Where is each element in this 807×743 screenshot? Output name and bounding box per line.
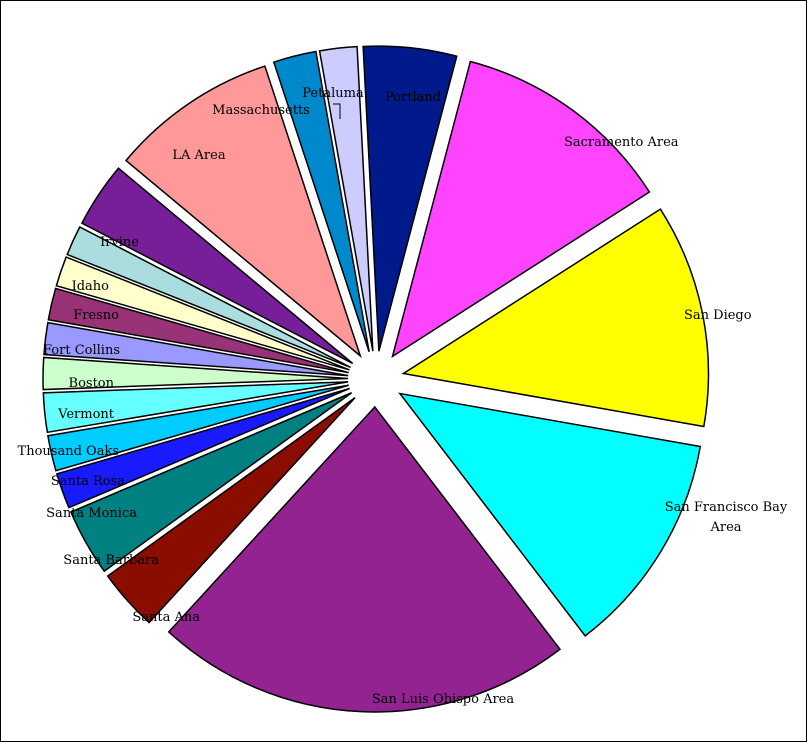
slice-label-sacramento-area: Sacramento Area (564, 135, 679, 150)
pie-slice-sacramento-area (391, 60, 651, 359)
slice-label-san-francisco-bay-area: San Francisco Bay Area (665, 500, 788, 535)
pie-slice-massachusetts (272, 50, 370, 353)
slice-label-santa-rosa: Santa Rosa (51, 474, 125, 489)
pie-slice-thousand-oaks (42, 381, 349, 434)
pie-slice-santa-barbara (69, 392, 353, 573)
pie-slice-irvine (80, 167, 354, 365)
slice-label-petaluma: Petaluma (302, 86, 364, 101)
pie-slice-fort-collins (47, 287, 349, 374)
slice-label-boston: Boston (69, 376, 115, 391)
slice-label-massachusetts: Massachusetts (212, 103, 310, 118)
pie-slice-petaluma (318, 45, 374, 352)
slice-label-santa-barbara: Santa Barbara (63, 553, 159, 568)
pie-slice-san-luis-obispo-area (167, 405, 562, 713)
pie-slice-santa-monica (55, 387, 350, 509)
slice-label-la-area: LA Area (172, 148, 225, 163)
pie-slice-vermont (42, 356, 349, 391)
label-leader-line (333, 103, 341, 119)
pie-slice-fresno (55, 256, 350, 371)
slice-label-portland: Portland (385, 90, 441, 105)
slice-label-santa-monica: Santa Monica (46, 506, 137, 521)
pie-slice-portland (362, 45, 458, 352)
slice-label-san-diego: San Diego (684, 308, 752, 323)
slice-label-fort-collins: Fort Collins (43, 343, 120, 358)
slice-label-fresno: Fresno (73, 308, 119, 323)
pie-slice-idaho (66, 226, 351, 369)
slice-label-idaho: Idaho (72, 279, 110, 294)
slice-label-vermont: Vermont (57, 407, 115, 422)
pie-slice-san-diego (401, 208, 710, 428)
slice-label-irvine: Irvine (100, 235, 139, 250)
slice-label-san-luis-obispo-area: San Luis Obispo Area (372, 692, 515, 707)
pie-slice-la-area (124, 65, 362, 359)
pie-slice-santa-ana (106, 397, 356, 624)
slice-label-thousand-oaks: Thousand Oaks (18, 444, 119, 459)
pie-slice-boston (43, 321, 349, 377)
pie-slice-santa-rosa (47, 384, 349, 472)
slice-label-santa-ana: Santa Ana (132, 610, 200, 625)
pie-slice-san-francisco-bay-area (398, 392, 702, 637)
